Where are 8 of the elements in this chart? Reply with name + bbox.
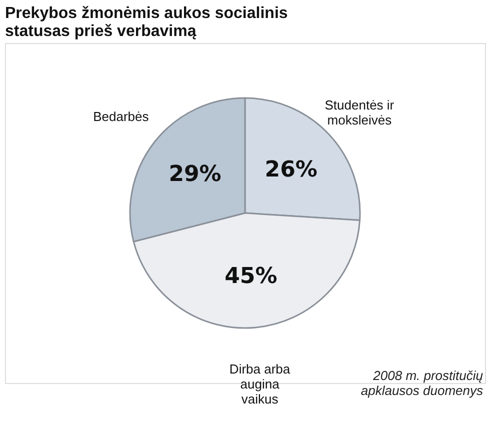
text: 2008 m. prostitučių apklausos duomenys bbox=[360, 368, 484, 398]
slice-label: Dirba arba augina vaikus bbox=[229, 361, 291, 406]
data-label: 29% bbox=[168, 162, 222, 188]
slice-label: Bedarbės bbox=[93, 108, 150, 124]
slice-label: Studentės ir moksleivės bbox=[324, 98, 395, 128]
data-label: 45% bbox=[224, 264, 278, 289]
chart-title: Prekybos žmonėmis aukos socialinis statusas prieš verbavimą bbox=[5, 5, 288, 40]
data-label: 26% bbox=[264, 158, 318, 183]
